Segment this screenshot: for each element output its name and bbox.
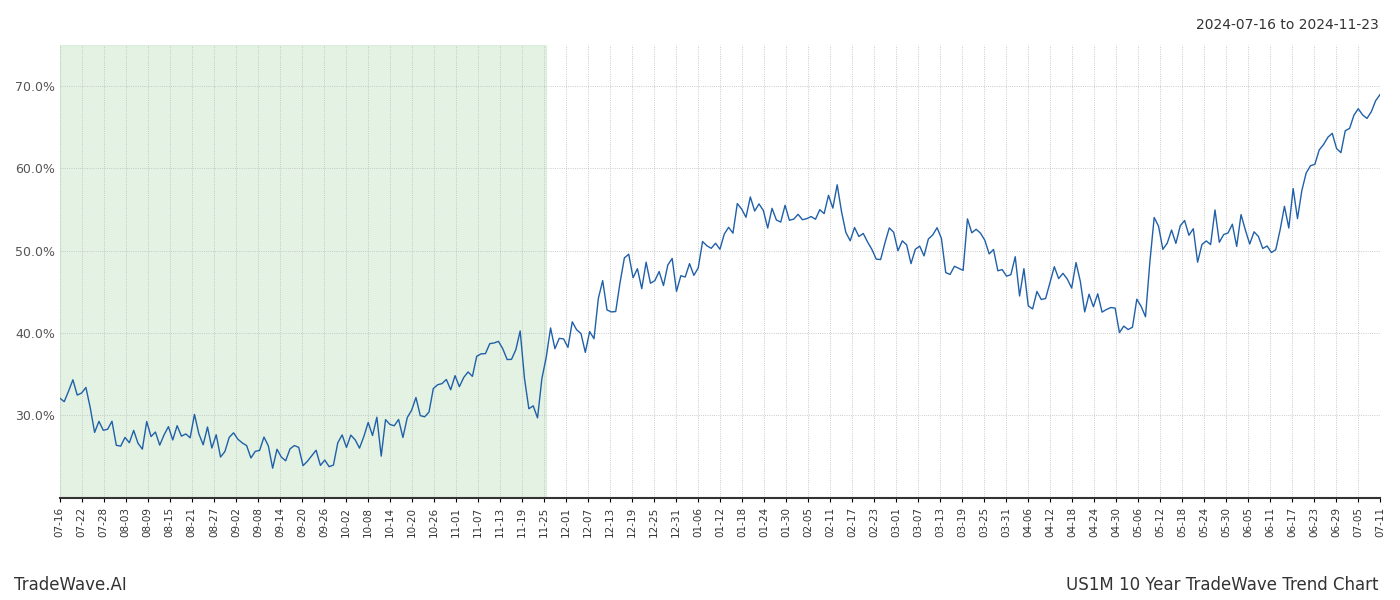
- Text: TradeWave.AI: TradeWave.AI: [14, 576, 127, 594]
- Text: US1M 10 Year TradeWave Trend Chart: US1M 10 Year TradeWave Trend Chart: [1067, 576, 1379, 594]
- Bar: [60, 45, 546, 498]
- Text: 2024-07-16 to 2024-11-23: 2024-07-16 to 2024-11-23: [1196, 18, 1379, 32]
